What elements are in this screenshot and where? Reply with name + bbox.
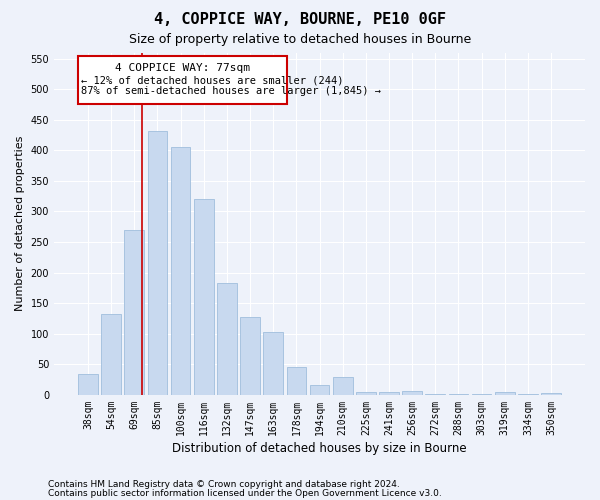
- Text: 87% of semi-detached houses are larger (1,845) →: 87% of semi-detached houses are larger (…: [81, 86, 381, 96]
- X-axis label: Distribution of detached houses by size in Bourne: Distribution of detached houses by size …: [172, 442, 467, 455]
- Bar: [78, 374, 98, 395]
- Text: Contains public sector information licensed under the Open Government Licence v3: Contains public sector information licen…: [48, 488, 442, 498]
- Bar: [402, 390, 422, 395]
- Bar: [124, 230, 144, 395]
- Bar: [194, 200, 214, 395]
- Bar: [425, 394, 445, 395]
- Bar: [287, 367, 306, 395]
- Text: 4, COPPICE WAY, BOURNE, PE10 0GF: 4, COPPICE WAY, BOURNE, PE10 0GF: [154, 12, 446, 28]
- Bar: [356, 392, 376, 395]
- Bar: [541, 393, 561, 395]
- Bar: [495, 392, 515, 395]
- Y-axis label: Number of detached properties: Number of detached properties: [15, 136, 25, 312]
- Text: 4 COPPICE WAY: 77sqm: 4 COPPICE WAY: 77sqm: [115, 63, 250, 73]
- Text: ← 12% of detached houses are smaller (244): ← 12% of detached houses are smaller (24…: [81, 76, 344, 86]
- Bar: [171, 148, 190, 395]
- Bar: [77, 56, 287, 104]
- Text: Contains HM Land Registry data © Crown copyright and database right 2024.: Contains HM Land Registry data © Crown c…: [48, 480, 400, 489]
- Bar: [217, 283, 237, 395]
- Bar: [518, 394, 538, 395]
- Bar: [310, 384, 329, 395]
- Bar: [379, 392, 399, 395]
- Bar: [148, 131, 167, 395]
- Bar: [263, 332, 283, 395]
- Bar: [101, 314, 121, 395]
- Bar: [240, 318, 260, 395]
- Bar: [449, 394, 468, 395]
- Bar: [333, 376, 353, 395]
- Text: Size of property relative to detached houses in Bourne: Size of property relative to detached ho…: [129, 32, 471, 46]
- Bar: [472, 394, 491, 395]
